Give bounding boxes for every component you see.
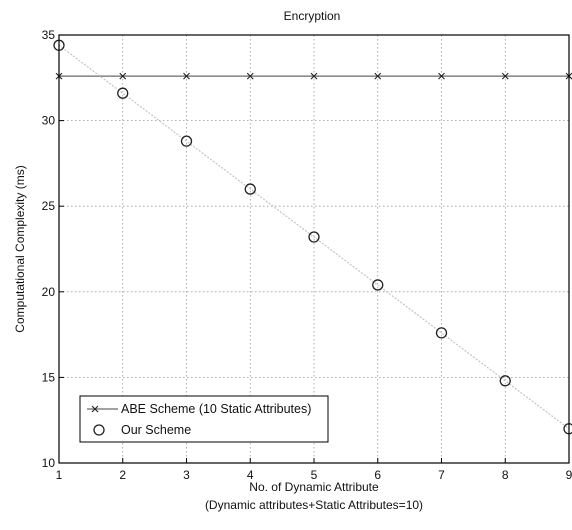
legend-abe-marker [91, 405, 99, 413]
abe-scheme-point [119, 72, 127, 80]
legend-our-scheme-label: Our Scheme [121, 423, 191, 437]
series-layer [53, 39, 572, 435]
legend: ABE Scheme (10 Static Attributes) Our Sch… [79, 395, 329, 443]
x-tick-label: 3 [183, 468, 190, 482]
x-tick-label: 6 [374, 468, 381, 482]
x-tick-label: 1 [56, 468, 63, 482]
grid-layer [59, 35, 569, 463]
x-tick-label: 9 [566, 468, 572, 482]
chart-title: Encryption [284, 9, 341, 23]
y-tick-label: 35 [42, 28, 56, 42]
legend-box [79, 395, 329, 443]
our-scheme-point [117, 87, 129, 99]
legend-our-scheme-marker [93, 424, 105, 436]
abe-scheme-point [310, 72, 318, 80]
y-tick-label: 10 [42, 456, 56, 470]
tick-layer: 1 2 3 4 5 6 7 8 9 10 15 20 25 30 35 [42, 28, 572, 482]
abe-scheme-point [183, 72, 190, 80]
x-axis-subtitle: (Dynamic attributes+Static Attributes=10… [205, 498, 423, 512]
our-scheme-point [435, 327, 448, 339]
abe-scheme-point [246, 72, 254, 80]
our-scheme-point [499, 375, 511, 387]
abe-scheme-point [501, 72, 509, 80]
legend-entries: ABE Scheme (10 Static Attributes) Our Sch… [87, 402, 311, 437]
x-axis-title: No. of Dynamic Attribute [249, 480, 379, 494]
y-axis-title: Computational Complexity (ms) [13, 165, 27, 332]
abe-scheme-point [374, 72, 382, 80]
y-tick-label: 30 [42, 114, 56, 128]
x-tick-label: 2 [119, 468, 126, 482]
y-tick-label: 20 [42, 285, 56, 299]
our-scheme-trend-line [58, 44, 570, 430]
our-scheme-point [180, 135, 193, 147]
legend-abe-label: ABE Scheme (10 Static Attributes) [121, 402, 311, 416]
y-tick-label: 15 [42, 370, 56, 384]
our-scheme-point [372, 279, 384, 291]
x-tick-label: 8 [502, 468, 509, 482]
x-tick-label: 4 [247, 468, 254, 482]
x-tick-label: 5 [311, 468, 318, 482]
y-tick-label: 25 [42, 199, 56, 213]
our-scheme-point [244, 183, 256, 195]
our-scheme-point [308, 231, 320, 243]
x-tick-label: 7 [438, 468, 445, 482]
abe-scheme-point [438, 72, 445, 80]
